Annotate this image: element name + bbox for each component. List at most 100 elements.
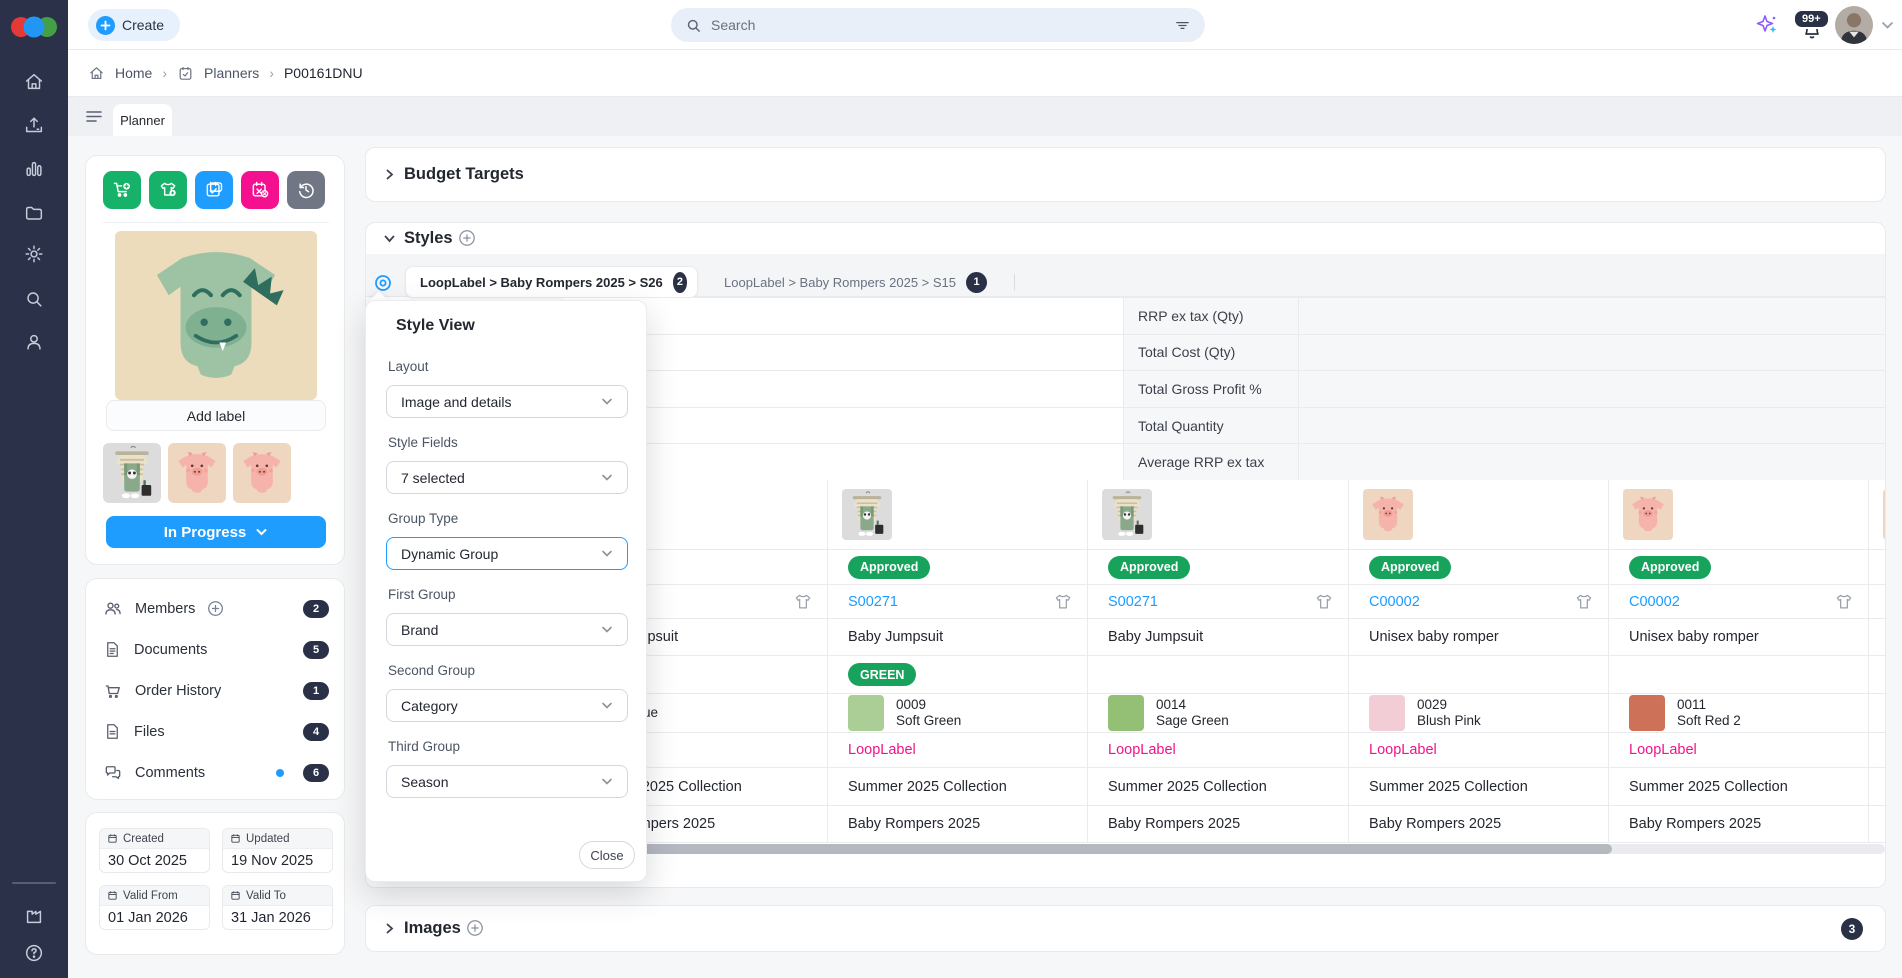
chevron-down-icon[interactable]: [383, 232, 396, 245]
date-label: Valid To: [246, 889, 286, 902]
search-input[interactable]: Search: [671, 8, 1205, 42]
thumbnail-outfit[interactable]: [103, 443, 161, 503]
status-dropdown-button[interactable]: In Progress: [106, 516, 326, 548]
style-thumbnail[interactable]: [842, 489, 892, 540]
breadcrumb-home-icon[interactable]: [88, 65, 105, 82]
third-group-label: Third Group: [388, 739, 461, 754]
color-swatch: [848, 695, 884, 731]
style-brand[interactable]: LoopLabel: [848, 742, 916, 758]
style-fields-select[interactable]: 7 selected: [386, 461, 628, 494]
chevron-right-icon[interactable]: [383, 168, 396, 181]
style-brand[interactable]: LoopLabel: [1629, 742, 1697, 758]
tab-group-s26[interactable]: LoopLabel > Baby Rompers 2025 > S26 2: [405, 266, 698, 298]
thumbnail-pig-romper[interactable]: [233, 443, 291, 503]
summary-row-value[interactable]: [1299, 371, 1885, 408]
tshirt-icon[interactable]: [1574, 592, 1594, 612]
settings-icon[interactable]: [23, 243, 45, 265]
create-button[interactable]: Create: [88, 9, 181, 41]
menu-toggle-icon[interactable]: [86, 110, 102, 123]
style-thumbnail[interactable]: [1102, 489, 1152, 540]
status-badge: Approved: [848, 555, 931, 579]
style-code-link[interactable]: S00271: [848, 593, 898, 610]
calendar-icon: [108, 891, 117, 900]
horizontal-scrollbar[interactable]: [563, 844, 1885, 854]
schedule-cancel-button[interactable]: [241, 171, 279, 209]
tshirt-icon[interactable]: [793, 592, 813, 612]
style-brand[interactable]: LoopLabel: [1369, 742, 1437, 758]
add-member-icon[interactable]: [207, 600, 224, 617]
chevron-down-icon: [601, 777, 613, 786]
color-code: 0014: [1156, 697, 1187, 712]
cart-plus-icon: [113, 182, 130, 197]
group-type-select[interactable]: Dynamic Group: [386, 537, 628, 570]
styles-title[interactable]: Styles: [404, 229, 453, 247]
third-group-select[interactable]: Season: [386, 765, 628, 798]
style-view-eye-icon[interactable]: [373, 273, 393, 293]
style-view-popover: Style View Layout Image and details Styl…: [365, 300, 647, 882]
style-fields-value: 7 selected: [401, 469, 465, 486]
shirt-plus-icon: [160, 182, 176, 197]
style-collection: Summer 2025 Collection: [1609, 768, 1868, 806]
sidebar-item-documents[interactable]: Documents 5: [86, 629, 344, 670]
history-icon: [299, 183, 314, 199]
scrollbar-thumb[interactable]: [575, 844, 1612, 854]
sidebar-item-comments[interactable]: Comments 6: [86, 752, 344, 793]
second-group-select[interactable]: Category: [386, 689, 628, 722]
add-style-group-icon[interactable]: [458, 229, 476, 247]
style-thumbnail[interactable]: [1363, 489, 1413, 540]
add-style-button[interactable]: [149, 171, 187, 209]
sidebar-item-members[interactable]: Members 2: [86, 588, 344, 629]
tab-group-s15[interactable]: LoopLabel > Baby Rompers 2025 > S15 1: [716, 266, 995, 298]
budget-targets-title[interactable]: Budget Targets: [404, 165, 524, 183]
schedule-check-button[interactable]: [195, 171, 233, 209]
style-thumbnail[interactable]: [1883, 489, 1886, 540]
tshirt-icon[interactable]: [1834, 592, 1854, 612]
style-brand[interactable]: LoopLabel: [1108, 742, 1176, 758]
help-icon[interactable]: [23, 942, 45, 964]
tab-planner[interactable]: Planner: [113, 104, 172, 136]
sidebar-item-order-history[interactable]: Order History 1: [86, 670, 344, 711]
upload-icon[interactable]: [23, 115, 45, 137]
breadcrumb-home[interactable]: Home: [115, 65, 153, 81]
related-items-card: Members 2 Documents 5 Order History 1 Fi…: [85, 578, 345, 800]
product-main-image[interactable]: [115, 231, 317, 400]
summary-row-value[interactable]: [1299, 298, 1885, 335]
style-code-link[interactable]: C00002: [1629, 593, 1680, 610]
layout-select[interactable]: Image and details: [386, 385, 628, 418]
filter-icon[interactable]: [1174, 17, 1191, 34]
account-chevron-down-icon[interactable]: [1880, 19, 1895, 31]
style-code-link[interactable]: S00271: [1108, 593, 1158, 610]
history-button[interactable]: [287, 171, 325, 209]
style-code-link[interactable]: C00002: [1369, 593, 1420, 610]
close-button[interactable]: Close: [579, 841, 635, 869]
home-icon[interactable]: [23, 71, 45, 93]
thumbnail-pig-romper[interactable]: [168, 443, 226, 503]
first-group-select[interactable]: Brand: [386, 613, 628, 646]
factory-icon[interactable]: [23, 905, 45, 927]
chevron-right-icon[interactable]: [383, 922, 396, 935]
add-image-icon[interactable]: [466, 919, 484, 937]
folder-icon[interactable]: [23, 202, 45, 224]
tshirt-icon[interactable]: [1314, 592, 1334, 612]
ai-sparkle-icon[interactable]: [1755, 13, 1779, 37]
summary-row-label: RRP ex tax (Qty): [1124, 298, 1298, 335]
profile-icon[interactable]: [23, 331, 45, 353]
members-count-badge: 2: [303, 599, 329, 618]
breadcrumb-planners[interactable]: Planners: [204, 65, 260, 81]
style-thumbnail[interactable]: [1623, 489, 1673, 540]
summary-row-value[interactable]: [1299, 408, 1885, 445]
color-name: Soft Green: [896, 713, 962, 728]
sidebar-item-files[interactable]: Files 4: [86, 711, 344, 752]
images-title[interactable]: Images: [404, 919, 461, 937]
summary-row-value[interactable]: [1299, 444, 1885, 481]
user-avatar[interactable]: [1835, 6, 1873, 44]
tshirt-icon[interactable]: [1053, 592, 1073, 612]
add-to-cart-button[interactable]: [103, 171, 141, 209]
layout-label: Layout: [388, 359, 429, 374]
summary-row-value[interactable]: [1299, 335, 1885, 372]
app-logo-icon[interactable]: [10, 10, 58, 44]
add-label-button[interactable]: Add label: [106, 400, 326, 431]
sidebar-divider: [12, 882, 56, 884]
search-nav-icon[interactable]: [23, 288, 45, 310]
analytics-icon[interactable]: [23, 158, 45, 180]
